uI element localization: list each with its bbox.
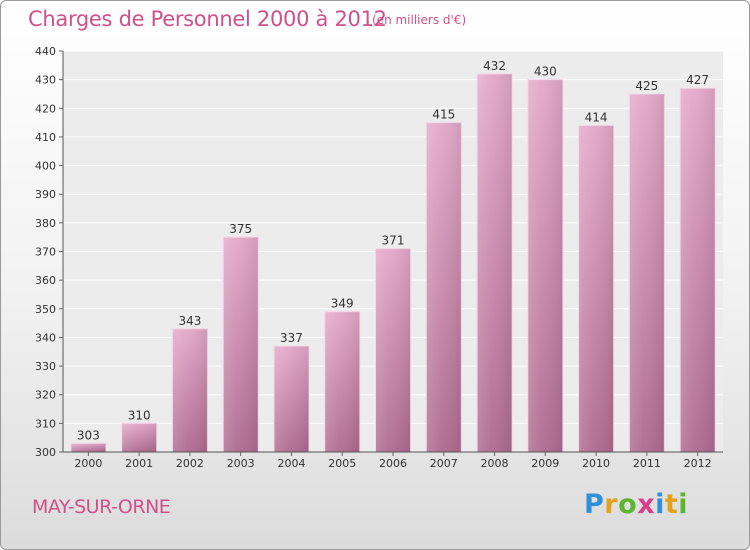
bar-value-label: 371 [382, 234, 405, 248]
x-tick-label: 2006 [379, 457, 407, 470]
bar-shine [70, 443, 106, 452]
bar-value-label: 425 [635, 79, 658, 93]
x-tick-label: 2010 [582, 457, 610, 470]
y-tick-label: 300 [35, 446, 56, 459]
y-tick-label: 420 [35, 102, 56, 115]
bar-shine [578, 125, 614, 452]
bar-value-label: 430 [534, 65, 557, 79]
bar-value-label: 343 [178, 314, 201, 328]
bar-value-label: 349 [331, 297, 354, 311]
bar-shine [324, 311, 360, 452]
bar-value-label: 375 [229, 222, 252, 236]
bar-shine [477, 73, 513, 453]
y-tick-label: 430 [35, 74, 56, 87]
bar-value-label: 303 [77, 428, 100, 442]
y-tick-label: 400 [35, 160, 56, 173]
x-tick-label: 2002 [176, 457, 204, 470]
y-tick-label: 380 [35, 217, 56, 230]
x-tick-label: 2011 [633, 457, 661, 470]
bar-value-label: 427 [686, 73, 709, 87]
bar-value-label: 432 [483, 59, 506, 73]
chart-subtitle: (en milliers d'€) [372, 13, 467, 27]
y-tick-label: 440 [35, 45, 56, 58]
y-tick-label: 310 [35, 417, 56, 430]
x-tick-label: 2007 [430, 457, 458, 470]
bar-shine [273, 346, 309, 452]
bar-shine [426, 122, 462, 452]
bar-value-label: 415 [432, 108, 455, 122]
x-tick-label: 2003 [227, 457, 255, 470]
x-tick-label: 2004 [277, 457, 305, 470]
x-tick-label: 2005 [328, 457, 356, 470]
x-tick-label: 2009 [531, 457, 559, 470]
bar-shine [527, 79, 563, 453]
x-tick-label: 2012 [684, 457, 712, 470]
x-tick-label: 2000 [74, 457, 102, 470]
y-tick-label: 320 [35, 389, 56, 402]
y-tick-label: 390 [35, 188, 56, 201]
bar-shine [375, 248, 411, 452]
proxiti-logo[interactable]: Proxiti [584, 489, 689, 520]
x-tick-label: 2008 [481, 457, 509, 470]
town-name: MAY-SUR-ORNE [32, 496, 171, 518]
y-tick-label: 360 [35, 274, 56, 287]
bar-value-label: 414 [585, 110, 608, 124]
y-tick-label: 330 [35, 360, 56, 373]
bar-shine [629, 93, 665, 452]
bar-shine [680, 88, 716, 452]
bar-value-label: 310 [128, 408, 151, 422]
y-tick-label: 340 [35, 331, 56, 344]
bar-shine [121, 423, 157, 452]
y-tick-label: 370 [35, 246, 56, 259]
chart-title: Charges de Personnel 2000 à 2012 [28, 7, 387, 31]
bar-shine [172, 328, 208, 452]
bar-value-label: 337 [280, 331, 303, 345]
y-tick-label: 410 [35, 131, 56, 144]
x-tick-label: 2001 [125, 457, 153, 470]
y-tick-label: 350 [35, 303, 56, 316]
bar-shine [223, 237, 259, 452]
